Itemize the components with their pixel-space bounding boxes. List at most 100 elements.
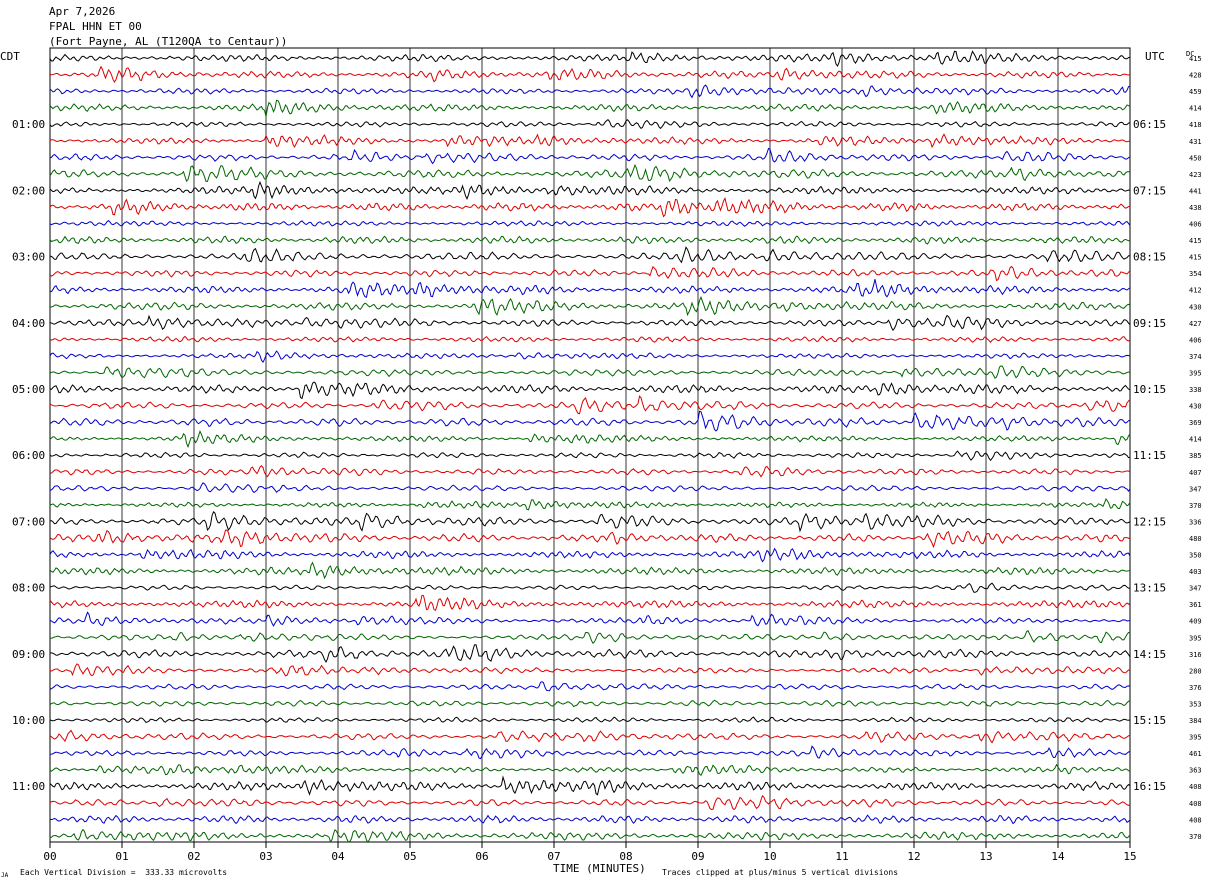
seismic-trace: [49, 295, 1131, 317]
dc-value-label: 374: [1189, 353, 1202, 361]
scale-note: Each Vertical Division = 333.33 microvol…: [20, 868, 228, 877]
dc-value-label: 336: [1189, 518, 1202, 526]
x-tick-label: 07: [547, 850, 560, 863]
dc-value-label: 431: [1189, 138, 1202, 146]
plot-frame: [49, 47, 1131, 843]
header-location: (Fort Payne, AL (T120QA to Centaur)): [49, 35, 288, 48]
x-tick-label: 06: [475, 850, 488, 863]
utc-hour-label: 15:15: [1133, 714, 1166, 727]
seismic-trace: [49, 794, 1131, 811]
left-timezone-label: CDT: [0, 50, 20, 63]
seismic-trace: [49, 147, 1131, 165]
cdt-hour-label: 07:00: [12, 515, 45, 528]
cdt-hour-label: 06:00: [12, 449, 45, 462]
seismic-trace: [49, 50, 1131, 68]
utc-hour-label: 07:15: [1133, 184, 1166, 197]
seismic-trace: [49, 381, 1131, 400]
dc-value-label: 395: [1189, 369, 1202, 377]
dc-value-label: 450: [1189, 154, 1202, 162]
dc-value-label: 414: [1189, 105, 1202, 113]
utc-hour-label: 11:15: [1133, 449, 1166, 462]
seismic-trace: [49, 395, 1131, 415]
dc-value-label: 418: [1189, 121, 1202, 129]
utc-hour-label: 06:15: [1133, 118, 1166, 131]
x-tick-label: 10: [763, 850, 776, 863]
seismic-trace: [49, 410, 1131, 432]
x-tick-label: 00: [43, 850, 56, 863]
seismic-trace: [49, 482, 1131, 494]
dc-value-label: 438: [1189, 204, 1202, 212]
seismic-trace: [49, 629, 1131, 645]
x-tick-label: 04: [331, 850, 345, 863]
seismic-trace: [49, 582, 1131, 593]
dc-value-label: 428: [1189, 72, 1202, 80]
dc-value-label: 415: [1189, 254, 1202, 262]
dc-label: DC: [1186, 50, 1195, 58]
cdt-hour-label: 04:00: [12, 317, 45, 330]
corner-mark: JA: [1, 872, 9, 879]
seismic-trace: [49, 681, 1131, 692]
dc-value-label: 427: [1189, 320, 1202, 328]
seismic-trace: [49, 814, 1131, 825]
dc-value-label: 354: [1189, 270, 1202, 278]
cdt-hour-label: 01:00: [12, 118, 45, 131]
x-tick-label: 09: [691, 850, 704, 863]
dc-value-label: 403: [1189, 568, 1202, 576]
seismic-trace: [49, 335, 1131, 343]
dc-value-label: 414: [1189, 436, 1202, 444]
dc-value-label: 369: [1189, 419, 1202, 427]
seismic-trace: [49, 729, 1131, 744]
seismic-trace: [49, 497, 1131, 511]
utc-hour-label: 10:15: [1133, 383, 1166, 396]
seismic-trace: [49, 561, 1131, 580]
utc-hour-label: 14:15: [1133, 648, 1166, 661]
dc-value-label: 370: [1189, 833, 1202, 841]
dc-value-label: 441: [1189, 187, 1202, 195]
seismic-trace: [49, 84, 1131, 99]
seismic-trace: [49, 699, 1131, 708]
dc-value-label: 459: [1189, 88, 1202, 96]
x-tick-label: 13: [979, 850, 992, 863]
x-tick-label: 05: [403, 850, 416, 863]
dc-value-label: 384: [1189, 717, 1202, 725]
seismic-trace: [49, 350, 1131, 364]
seismic-trace: [49, 246, 1131, 264]
x-tick-label: 02: [187, 850, 200, 863]
dc-value-label: 370: [1189, 502, 1202, 510]
dc-value-label: 415: [1189, 55, 1202, 63]
dc-value-label: 347: [1189, 585, 1202, 593]
seismic-trace: [49, 465, 1131, 478]
seismic-trace: [49, 365, 1131, 379]
dc-value-label: 385: [1189, 452, 1202, 460]
seismic-trace: [49, 265, 1131, 282]
seismic-trace: [49, 133, 1131, 149]
clip-note: Traces clipped at plus/minus 5 vertical …: [662, 868, 899, 877]
dc-value-label: 480: [1189, 535, 1202, 543]
dc-value-label: 350: [1189, 552, 1202, 560]
cdt-hour-label: 02:00: [12, 184, 45, 197]
dc-value-label: 395: [1189, 734, 1202, 742]
dc-value-label: 361: [1189, 601, 1202, 609]
dc-value-label: 347: [1189, 485, 1202, 493]
x-tick-label: 14: [1051, 850, 1065, 863]
cdt-hour-label: 09:00: [12, 648, 45, 661]
seismic-trace: [49, 611, 1131, 627]
seismic-trace: [49, 450, 1131, 462]
x-tick-label: 11: [835, 850, 848, 863]
dc-value-label: 407: [1189, 469, 1202, 477]
seismic-trace: [49, 763, 1131, 776]
seismic-trace: [49, 163, 1131, 182]
seismic-trace: [49, 99, 1131, 117]
seismic-trace: [49, 314, 1131, 332]
utc-hour-label: 13:15: [1133, 582, 1166, 595]
seismic-trace: [49, 594, 1131, 612]
x-tick-label: 12: [907, 850, 920, 863]
right-timezone-label: UTC: [1145, 50, 1165, 63]
cdt-hour-label: 11:00: [12, 780, 45, 793]
dc-value-label: 412: [1189, 287, 1202, 295]
seismic-trace: [49, 510, 1131, 533]
dc-value-label: 406: [1189, 336, 1202, 344]
seismic-trace: [49, 529, 1131, 549]
dc-value-label: 408: [1189, 783, 1202, 791]
